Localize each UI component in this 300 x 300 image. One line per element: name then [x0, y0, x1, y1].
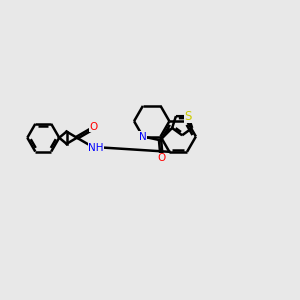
Text: O: O	[157, 153, 165, 163]
Text: O: O	[89, 122, 98, 132]
Text: S: S	[184, 110, 192, 123]
Text: N: N	[139, 131, 147, 142]
Text: NH: NH	[88, 142, 103, 152]
